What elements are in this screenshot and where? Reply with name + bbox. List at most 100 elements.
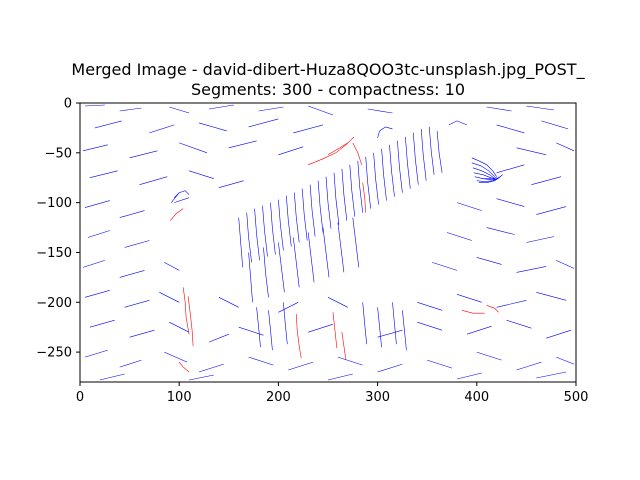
edge-line xyxy=(129,150,158,159)
edge-line xyxy=(258,106,284,112)
edge-line xyxy=(362,302,367,345)
edge-line xyxy=(417,302,443,311)
edge-line xyxy=(322,227,330,278)
edge-line xyxy=(182,287,190,335)
edge-line xyxy=(270,202,276,255)
edge-line xyxy=(526,105,555,111)
x-tick-label: 500 xyxy=(564,390,589,405)
edge-line xyxy=(472,167,495,179)
edge-line xyxy=(119,107,142,112)
edge-line xyxy=(159,292,180,303)
edge-line xyxy=(448,120,468,126)
edge-line xyxy=(417,321,443,331)
edge-line xyxy=(456,294,482,303)
edge-line xyxy=(248,356,274,366)
edge-line xyxy=(174,197,190,203)
y-tick-label: −50 xyxy=(45,146,72,161)
edge-line xyxy=(456,372,482,380)
edge-line xyxy=(228,140,257,149)
edge-line xyxy=(357,160,363,213)
edge-line xyxy=(187,296,194,347)
y-axis: 0 −50 −100 −150 −200 −250 xyxy=(36,97,80,361)
edge-line xyxy=(476,176,501,183)
edge-line xyxy=(352,142,362,165)
edge-line xyxy=(179,142,208,154)
edge-line xyxy=(170,208,184,221)
edge-line xyxy=(283,302,288,345)
edge-line xyxy=(84,104,105,107)
edge-line xyxy=(466,325,492,335)
edge-line xyxy=(526,236,555,243)
edge-line xyxy=(337,222,345,273)
edge-line xyxy=(325,176,332,229)
edge-line xyxy=(124,240,150,248)
edge-line xyxy=(119,210,145,218)
edge-line xyxy=(84,290,110,298)
edge-line xyxy=(420,128,427,181)
edge-line xyxy=(293,124,324,134)
edge-line xyxy=(164,262,180,271)
edge-line xyxy=(556,356,575,365)
edge-line xyxy=(506,319,532,329)
edge-line xyxy=(198,122,227,132)
edge-line xyxy=(367,108,393,114)
edge-line xyxy=(119,270,145,278)
edge-line xyxy=(413,132,419,185)
x-tick-label: 0 xyxy=(76,390,84,405)
edge-series-1 xyxy=(82,104,575,381)
edge-line xyxy=(178,361,190,373)
edge-line xyxy=(84,349,108,358)
edge-line xyxy=(149,124,175,134)
edge-line xyxy=(82,260,105,268)
edge-line xyxy=(546,329,572,339)
edge-line xyxy=(556,142,575,152)
edge-line xyxy=(496,164,525,174)
edge-line xyxy=(352,217,360,268)
edge-line xyxy=(541,120,569,130)
edge-line xyxy=(99,373,125,381)
edge-line xyxy=(337,356,363,366)
edge-line xyxy=(474,176,499,181)
edge-line xyxy=(256,307,261,348)
edge-line xyxy=(349,164,356,217)
edge-line xyxy=(373,152,379,205)
edge-line xyxy=(471,162,495,177)
x-tick-label: 100 xyxy=(167,390,192,405)
edge-line xyxy=(536,371,567,379)
y-tick-label: −150 xyxy=(36,246,72,261)
edge-line xyxy=(389,144,395,197)
edge-line xyxy=(169,321,190,333)
edge-line xyxy=(308,105,334,116)
edge-line xyxy=(341,168,348,221)
edge-line xyxy=(309,184,316,237)
edge-line xyxy=(84,200,110,208)
chart-title-line-1: Merged Image - david-dibert-Huza8QOO3tc-… xyxy=(71,60,585,80)
x-tick-label: 200 xyxy=(266,390,291,405)
edge-line xyxy=(278,242,285,293)
edge-line xyxy=(432,262,458,271)
edge-line xyxy=(263,247,269,298)
edge-line xyxy=(327,297,348,308)
edge-line xyxy=(456,202,482,211)
edge-line xyxy=(169,106,190,114)
edge-line xyxy=(405,136,411,189)
edge-line xyxy=(278,146,304,156)
edge-line xyxy=(402,310,407,351)
y-tick-label: 0 xyxy=(64,97,72,112)
edge-line xyxy=(293,237,300,288)
edge-line xyxy=(536,292,567,301)
edge-line xyxy=(278,199,284,251)
edge-line xyxy=(392,302,397,345)
edge-line xyxy=(288,361,314,371)
edge-line xyxy=(341,332,347,361)
x-tick-label: 400 xyxy=(464,390,489,405)
edge-line xyxy=(377,329,403,338)
edge-line xyxy=(317,180,324,233)
edge-line xyxy=(238,217,243,268)
edge-line xyxy=(481,177,497,179)
edge-line xyxy=(189,170,214,179)
edge-line xyxy=(436,130,443,173)
edge-line xyxy=(473,172,497,180)
edge-line xyxy=(218,297,239,308)
